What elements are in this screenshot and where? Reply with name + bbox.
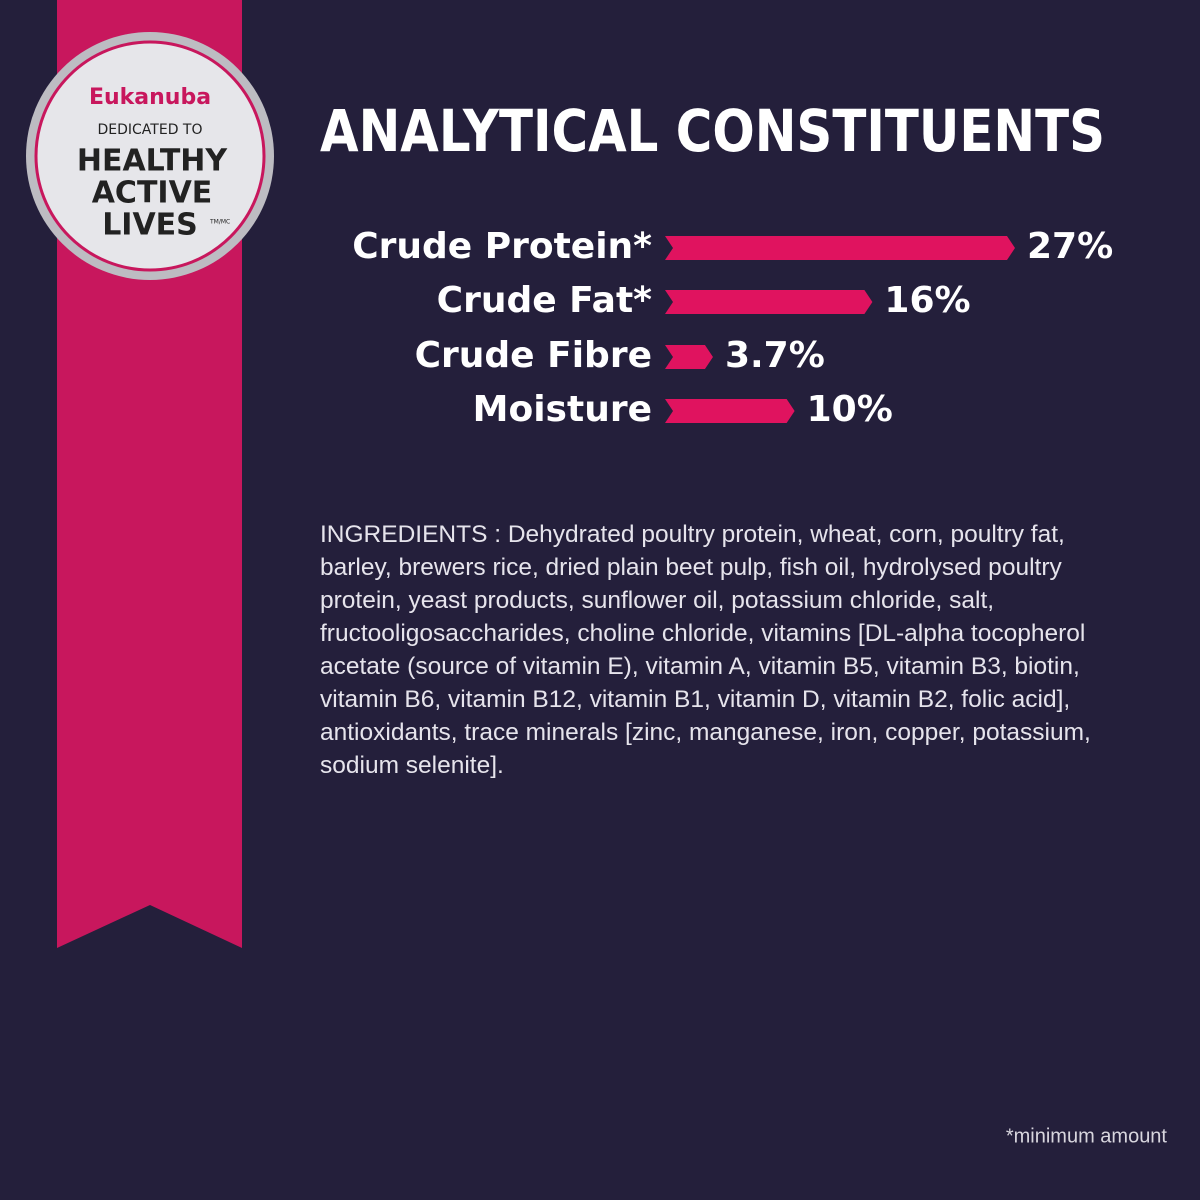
category-label: Crude Protein* (352, 226, 652, 267)
bar (665, 345, 713, 369)
value-label: 3.7% (725, 335, 825, 376)
badge-text: LIVES (102, 208, 198, 243)
footnote: *minimum amount (1006, 1125, 1168, 1147)
badge-text: ACTIVE (92, 176, 213, 211)
category-label: Crude Fat* (437, 280, 653, 321)
bar (665, 290, 873, 314)
trademark: TM/MC (209, 219, 230, 226)
badge-text: HEALTHY (77, 144, 229, 179)
value-label: 27% (1027, 226, 1113, 267)
bar (665, 399, 795, 423)
value-label: 10% (807, 389, 893, 430)
badge (34, 40, 266, 272)
bar (665, 236, 1015, 260)
badge-text: DEDICATED TO (98, 122, 203, 138)
chart-title: ANALYTICAL CONSTITUENTS (320, 97, 1105, 165)
ingredients: INGREDIENTS : Dehydrated poultry protein… (320, 521, 1091, 779)
category-label: Moisture (473, 389, 652, 430)
category-label: Crude Fibre (415, 335, 652, 376)
value-label: 16% (884, 280, 970, 321)
brand: Eukanuba (89, 85, 211, 110)
